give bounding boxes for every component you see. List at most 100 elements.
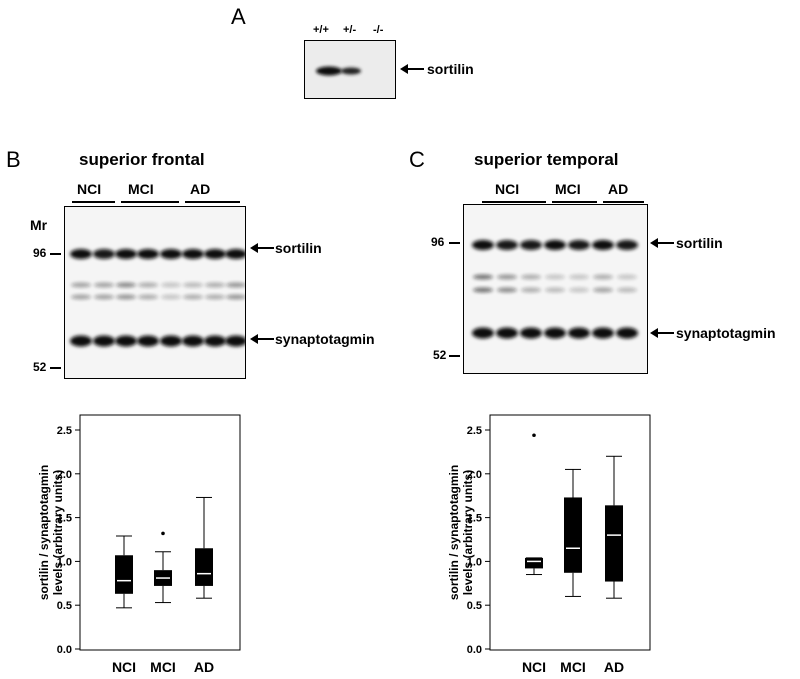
box-nci	[115, 535, 133, 609]
band-label-sortilin-c: sortilin	[676, 235, 723, 251]
blot-band	[183, 282, 203, 288]
x-category-label: NCI	[112, 659, 136, 675]
blot-band	[521, 287, 541, 293]
iqr-box	[564, 497, 582, 573]
blot-band	[71, 282, 91, 288]
blot-band	[205, 294, 225, 300]
outlier-point	[161, 531, 165, 536]
x-category-label: AD	[194, 659, 214, 675]
blot-band	[161, 282, 181, 288]
arrow-icon	[250, 334, 274, 344]
mr-label: Mr	[30, 217, 48, 233]
blot-band	[569, 287, 589, 293]
blot-band	[94, 282, 114, 288]
blot-c-image	[472, 240, 638, 339]
blot-band	[138, 282, 158, 288]
blot-band	[521, 274, 541, 280]
box-ad	[605, 455, 623, 599]
blot-band	[204, 335, 226, 347]
blot-band	[544, 327, 566, 339]
band-label-synaptotagmin-c: synaptotagmin	[676, 325, 776, 341]
blot-band	[115, 335, 137, 347]
band-label-a: sortilin	[427, 61, 474, 77]
blot-band	[115, 249, 137, 259]
panel-c-letter: C	[409, 147, 425, 172]
box-ad	[195, 496, 213, 599]
panel-a-letter: A	[231, 4, 246, 29]
blot-band	[160, 335, 182, 347]
arrow-icon	[400, 64, 424, 74]
panel-c-title: superior temporal	[474, 150, 619, 169]
blot-band	[137, 249, 159, 259]
blot-band	[226, 294, 245, 300]
blot-band	[497, 287, 517, 293]
blot-band	[94, 294, 114, 300]
blot-band	[592, 240, 614, 250]
box-mci	[154, 531, 172, 604]
blot-band	[71, 294, 91, 300]
blot-band	[616, 327, 638, 339]
blot-band	[93, 249, 115, 259]
y-tick-label: 2.0	[467, 469, 482, 481]
blot-band	[183, 294, 203, 300]
iqr-box	[525, 557, 543, 569]
marker-tick-52-b	[50, 367, 61, 369]
panel-b-title: superior frontal	[79, 150, 205, 169]
blot-band	[568, 240, 590, 250]
blot-band	[226, 282, 245, 288]
blot-band	[116, 282, 136, 288]
blot-band	[592, 327, 614, 339]
iqr-box	[195, 548, 213, 586]
blot-c	[463, 204, 648, 374]
marker-96-b: 96	[33, 246, 47, 260]
blot-b	[64, 206, 246, 379]
blot-band	[204, 249, 226, 259]
group-label-mci-b: MCI	[128, 181, 154, 197]
blot-band	[497, 274, 517, 280]
blot-band	[617, 274, 637, 280]
marker-tick-52-c	[449, 355, 460, 357]
blot-band	[93, 335, 115, 347]
blot-band	[568, 327, 590, 339]
group-brackets-b	[72, 201, 240, 203]
x-category-label: NCI	[522, 659, 546, 675]
iqr-box	[605, 505, 623, 582]
blot-band	[593, 274, 613, 280]
marker-52-c: 52	[433, 348, 447, 362]
x-category-label: MCI	[560, 659, 586, 675]
group-brackets-c	[482, 201, 644, 203]
marker-tick-96-b	[50, 253, 61, 255]
blot-b-image	[70, 249, 245, 347]
blot-band	[225, 249, 245, 259]
arrow-icon	[650, 238, 674, 248]
y-tick-label: 2.5	[467, 425, 482, 437]
y-axis-label: sortilin / synaptotagminlevels (arbitrar…	[37, 465, 65, 600]
arrow-icon	[250, 243, 274, 253]
band-a-het	[341, 67, 361, 75]
y-tick-label: 1.5	[467, 513, 482, 525]
group-label-nci-c: NCI	[495, 181, 520, 197]
box-mci	[564, 468, 582, 597]
y-tick-label: 1.0	[467, 556, 482, 568]
marker-tick-96-c	[449, 242, 460, 244]
blot-band	[496, 327, 518, 339]
y-tick-label: 2.5	[57, 425, 72, 437]
blot-band	[544, 240, 566, 250]
blot-a-image	[316, 66, 361, 76]
blot-band	[138, 294, 158, 300]
blot-band	[182, 335, 204, 347]
outlier-point	[532, 433, 536, 438]
y-tick-label: 1.0	[57, 556, 72, 568]
blot-band	[70, 249, 92, 259]
band-a-wt	[316, 66, 342, 76]
blot-band	[137, 335, 159, 347]
group-label-ad-b: AD	[190, 181, 211, 197]
blot-band	[496, 240, 518, 250]
blot-band	[473, 274, 493, 280]
blot-band	[545, 287, 565, 293]
blot-band	[520, 327, 542, 339]
iqr-box	[115, 555, 133, 594]
blot-a	[304, 40, 396, 99]
y-tick-label: 2.0	[57, 469, 72, 481]
y-tick-label: 1.5	[57, 513, 72, 525]
